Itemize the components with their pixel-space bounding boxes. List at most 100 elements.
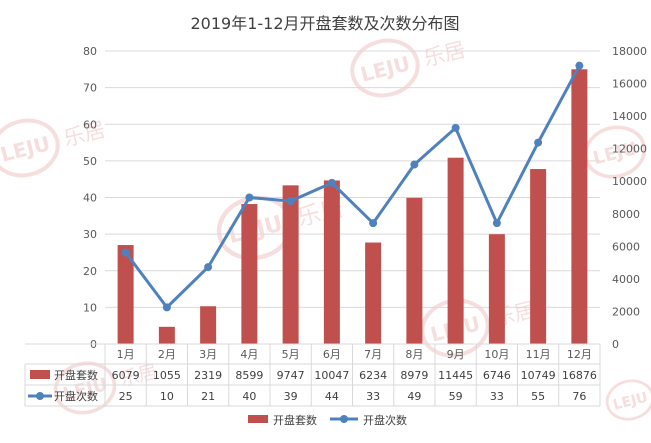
table-cell-line: 39 — [284, 390, 298, 403]
bar — [571, 69, 588, 345]
table-cell-bars: 10749 — [521, 369, 556, 382]
table-cell-line: 21 — [201, 390, 215, 403]
left-tick-label: 20 — [83, 265, 97, 278]
line-point — [492, 219, 501, 228]
table-cell-bars: 6079 — [112, 369, 140, 382]
table-cell-line: 33 — [366, 390, 380, 403]
category-label: 1月 — [117, 348, 135, 361]
watermark-logo: LEJU — [358, 51, 412, 86]
table-row-header: 开盘次数 — [54, 389, 98, 403]
category-label: 9月 — [447, 348, 465, 361]
legend-label: 开盘次数 — [363, 413, 407, 427]
legend-key-marker — [340, 415, 348, 423]
left-tick-label: 70 — [83, 82, 97, 95]
table-cell-line: 55 — [531, 390, 545, 403]
legend: 开盘套数 开盘次数 — [248, 413, 407, 427]
line-point — [245, 193, 254, 202]
bar — [447, 157, 464, 344]
left-tick-label: 80 — [83, 45, 97, 58]
right-tick-label: 12000 — [612, 143, 647, 156]
table-cell-bars: 6234 — [359, 369, 387, 382]
table-cell-line: 44 — [325, 390, 339, 403]
line-point — [204, 263, 213, 272]
category-label: 4月 — [240, 348, 258, 361]
bar — [365, 242, 382, 344]
right-tick-label: 0 — [612, 338, 619, 351]
right-tick-label: 4000 — [612, 273, 640, 286]
bar — [158, 326, 175, 344]
bar — [406, 197, 423, 344]
right-tick-label: 2000 — [612, 305, 640, 318]
table-cell-line: 49 — [407, 390, 421, 403]
watermark-ring — [0, 118, 60, 178]
table-cell-line: 76 — [572, 390, 586, 403]
table-cell-line: 33 — [490, 390, 504, 403]
left-tick-label: 30 — [83, 228, 97, 241]
bar-series — [117, 69, 588, 345]
table-cell-bars: 10047 — [314, 369, 349, 382]
line-series — [121, 61, 584, 312]
line-point — [327, 178, 336, 187]
left-axis: 01020304050607080 — [83, 45, 97, 351]
category-label: 6月 — [323, 348, 341, 361]
category-label: 7月 — [364, 348, 382, 361]
watermark-text: 乐居 — [421, 37, 468, 70]
bar — [530, 169, 547, 344]
table-cell-bars: 8979 — [400, 369, 428, 382]
watermark: LEJU 乐居 — [350, 37, 468, 98]
right-tick-label: 8000 — [612, 208, 640, 221]
table-cell-bars: 2319 — [194, 369, 222, 382]
bar — [200, 306, 217, 344]
category-label: 3月 — [199, 348, 217, 361]
watermark-logo: LEJU — [0, 131, 52, 166]
bar — [117, 245, 134, 344]
right-tick-label: 16000 — [612, 78, 647, 91]
line-point — [410, 160, 419, 169]
right-tick-label: 18000 — [612, 45, 647, 58]
bar — [241, 204, 258, 344]
watermark-logo: LEJU — [611, 390, 649, 414]
category-label: 8月 — [405, 348, 423, 361]
table-cell-bars: 16876 — [562, 369, 597, 382]
table-cell-line: 40 — [242, 390, 256, 403]
line-point — [369, 219, 378, 228]
category-label: 11月 — [526, 348, 551, 361]
category-label: 10月 — [484, 348, 509, 361]
data-table: 1月 6079 25 2月 1055 10 3月 2319 21 4月 8599 40 5月 9747 39… — [24, 343, 601, 407]
right-tick-label: 10000 — [612, 175, 647, 188]
table-cell-line: 10 — [160, 390, 174, 403]
left-tick-label: 40 — [83, 192, 97, 205]
legend-key-bar — [248, 415, 268, 423]
right-axis: 0 2000 4000 6000 8000 10000 12000 14000 16000 180… — [612, 45, 647, 351]
bar — [323, 180, 340, 344]
right-tick-label: 14000 — [612, 110, 647, 123]
line-point — [162, 303, 171, 312]
table-cell-bars: 9747 — [277, 369, 305, 382]
left-tick-label: 50 — [83, 155, 97, 168]
table-key-marker — [36, 392, 44, 400]
category-label: 2月 — [158, 348, 176, 361]
bar — [488, 234, 505, 344]
table-row-header: 开盘套数 — [54, 368, 98, 382]
left-tick-label: 60 — [83, 118, 97, 131]
watermark-ring — [350, 38, 420, 98]
chart-title: 2019年1-12月开盘套数及次数分布图 — [190, 14, 459, 33]
table-cell-line: 25 — [119, 390, 133, 403]
watermark-ring — [605, 379, 651, 421]
category-label: 12月 — [567, 348, 592, 361]
line-path — [124, 64, 581, 309]
line-point — [121, 248, 130, 257]
table-cell-bars: 8599 — [235, 369, 263, 382]
left-tick-label: 10 — [83, 301, 97, 314]
table-cell-bars: 1055 — [153, 369, 181, 382]
line-point — [286, 197, 295, 206]
bar — [282, 185, 299, 344]
table-cell-bars: 6746 — [483, 369, 511, 382]
category-label: 5月 — [282, 348, 300, 361]
legend-label: 开盘套数 — [273, 413, 317, 427]
table-cell-bars: 11445 — [438, 369, 473, 382]
line-point — [534, 138, 543, 147]
